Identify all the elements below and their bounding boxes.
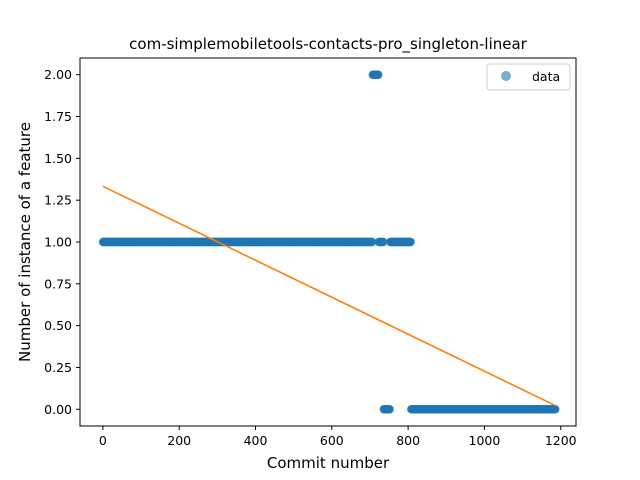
y-tick-label: 1.25 <box>44 193 72 208</box>
data-point <box>406 237 415 247</box>
legend-label: data <box>532 69 560 84</box>
y-axis-label: Number of instance of a feature <box>16 122 34 362</box>
data-point <box>368 237 377 247</box>
y-tick-label: 1.50 <box>44 151 72 166</box>
data-point <box>385 405 395 414</box>
legend: data <box>486 63 571 91</box>
chart-title: com-simplemobiletools-contacts-pro_singl… <box>129 35 528 54</box>
data-point <box>374 70 383 79</box>
x-axis: 0 200 400 600 800 1000 1200 <box>99 426 577 448</box>
y-tick-label: 0.75 <box>44 276 72 291</box>
y-tick-label: 0.00 <box>44 402 72 417</box>
x-tick-label: 1000 <box>469 433 501 448</box>
x-tick-label: 600 <box>320 433 344 448</box>
data-point <box>379 237 388 247</box>
y-tick-label: 2.00 <box>44 67 72 82</box>
x-axis-label: Commit number <box>267 454 390 472</box>
y-axis: 0.00 0.25 0.50 0.75 1.00 1.25 1.50 1.75 2.00 <box>44 67 80 417</box>
plot-area <box>98 70 560 414</box>
data-point <box>551 405 560 414</box>
legend-box <box>486 63 571 91</box>
y-tick-label: 0.50 <box>44 318 72 333</box>
x-tick-label: 400 <box>244 433 268 448</box>
x-tick-label: 800 <box>396 433 420 448</box>
x-tick-label: 200 <box>167 433 191 448</box>
x-tick-label: 1200 <box>545 433 577 448</box>
trend-line <box>102 185 556 407</box>
legend-marker <box>501 71 511 81</box>
y-tick-label: 1.00 <box>44 235 72 250</box>
x-tick-label: 0 <box>99 433 107 448</box>
y-tick-label: 1.75 <box>44 109 72 124</box>
y-tick-label: 0.25 <box>44 360 72 375</box>
